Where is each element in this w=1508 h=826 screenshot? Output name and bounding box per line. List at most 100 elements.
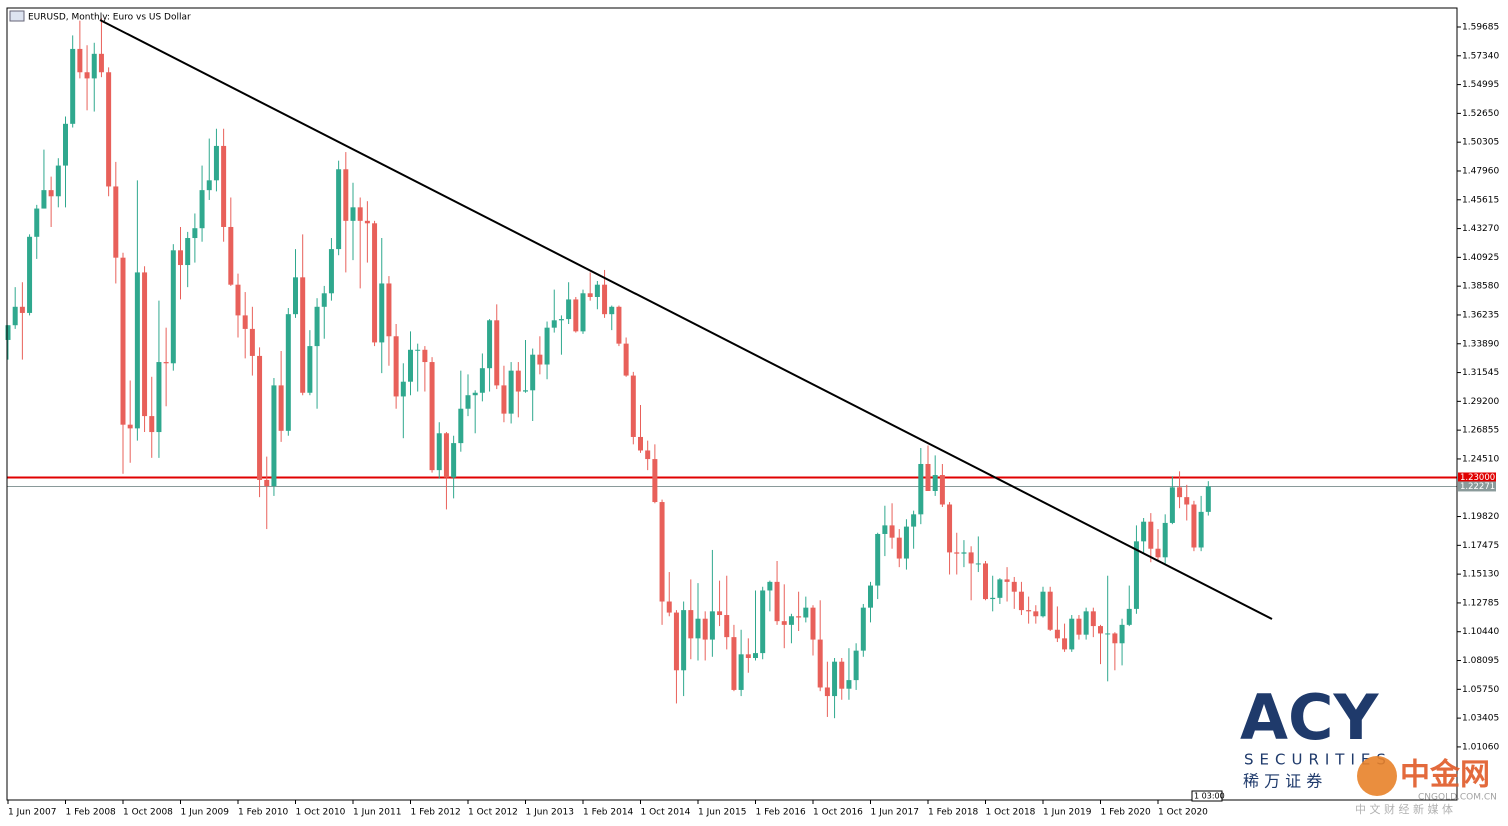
- y-tick-label: 1.52650: [1462, 109, 1499, 119]
- y-tick-label: 1.33890: [1462, 339, 1499, 349]
- candle-body: [249, 328, 255, 356]
- candle-body: [213, 145, 219, 181]
- brand-sub: SECURITIES: [1244, 751, 1392, 769]
- site-icon: [1357, 756, 1397, 796]
- candle-body: [1026, 610, 1032, 612]
- candle-body: [1011, 581, 1017, 592]
- y-tick-label: 1.10440: [1462, 627, 1499, 637]
- candle-body: [98, 53, 104, 73]
- candle-body: [48, 190, 54, 197]
- candle-body: [824, 687, 830, 697]
- candle-body: [853, 650, 859, 681]
- candle-body: [106, 72, 112, 187]
- candle-body: [142, 272, 148, 417]
- candle-body: [393, 336, 399, 397]
- candle-body: [1105, 633, 1111, 635]
- candle-body: [681, 610, 687, 671]
- candle-body: [896, 537, 902, 559]
- y-tick-label: 1.12785: [1462, 598, 1499, 608]
- candle-body: [616, 306, 622, 344]
- bid-line-label: 1.22271: [1460, 482, 1495, 492]
- candle-body: [695, 618, 701, 639]
- candle-body: [91, 53, 97, 79]
- candle-body: [889, 525, 895, 538]
- candle-body: [55, 165, 61, 197]
- candle-body: [328, 249, 334, 294]
- candle-body: [436, 433, 442, 471]
- candle-body: [494, 320, 500, 386]
- y-tick-label: 1.50305: [1462, 138, 1499, 148]
- candle-body: [1198, 511, 1204, 548]
- plot-frame: [6, 7, 1458, 801]
- candle-body: [443, 433, 449, 478]
- candle-body: [609, 306, 615, 315]
- candle-body: [113, 186, 119, 258]
- candle-body: [408, 349, 413, 382]
- candle-body: [458, 408, 464, 444]
- candle-body: [1069, 618, 1075, 650]
- axes: 1.59685 1.57340 1.54995 1.52650 1.50305 1.479…: [7, 22, 1499, 818]
- x-tick-label: 1 Feb 2020: [1101, 808, 1152, 818]
- x-tick-label: 1 Oct 2014: [641, 808, 691, 818]
- candle-body: [745, 654, 751, 659]
- candle-body: [903, 526, 909, 559]
- candle-body: [767, 581, 773, 591]
- candle-body: [386, 283, 392, 337]
- candle-body: [673, 612, 679, 671]
- candle-body: [702, 618, 708, 640]
- candle-body: [479, 368, 485, 393]
- y-tick-label: 1.47960: [1462, 166, 1499, 176]
- candle-body: [70, 48, 76, 124]
- candle-body: [156, 362, 162, 433]
- candle-body: [875, 533, 881, 586]
- x-tick-label: 1 Oct 2012: [468, 808, 518, 818]
- candle-body: [235, 284, 241, 316]
- brand: ACY: [1240, 681, 1379, 754]
- symbol-icon: [9, 10, 25, 22]
- candle-body: [508, 370, 514, 414]
- candle-body: [997, 579, 1003, 598]
- y-tick-label: 1.08095: [1462, 656, 1499, 666]
- candle-body: [990, 597, 996, 600]
- candle-body: [1033, 611, 1039, 617]
- candle-body: [321, 293, 327, 307]
- candle-body: [472, 392, 478, 396]
- x-tick-label: 1 Feb 2014: [583, 808, 634, 818]
- candle-body: [659, 502, 665, 602]
- candle-body: [630, 375, 636, 437]
- bid-line-tag: [1458, 481, 1496, 492]
- candle-body: [717, 611, 723, 616]
- site-url: CNGOLD.COM.CN: [1418, 793, 1497, 803]
- candle-body: [1083, 611, 1089, 635]
- candle-body: [1133, 541, 1139, 609]
- candle-body: [594, 284, 600, 297]
- candle-body: [264, 479, 270, 487]
- candle-body: [523, 390, 528, 392]
- candle-body: [731, 637, 737, 690]
- x-tick-label: 1 Oct 2010: [296, 808, 346, 818]
- candle-body: [1162, 522, 1168, 558]
- candle-body: [796, 616, 802, 618]
- candle-body: [170, 250, 176, 364]
- candle-body: [149, 416, 155, 433]
- candle-body: [228, 226, 234, 285]
- candle-body: [1040, 591, 1046, 617]
- candle-body: [760, 590, 766, 654]
- candle-body: [1112, 633, 1118, 644]
- candle-body: [293, 277, 298, 315]
- candle-body: [573, 299, 579, 332]
- candle-body: [602, 284, 608, 315]
- candle-body: [738, 654, 744, 690]
- level-line-label: 1.23000: [1460, 473, 1495, 483]
- candle-body: [939, 475, 945, 505]
- candle-body: [221, 145, 227, 227]
- candle-body: [832, 661, 838, 697]
- candle-body: [1062, 638, 1068, 650]
- candle-body: [185, 238, 191, 266]
- candle-body: [1004, 579, 1010, 582]
- candle-body: [860, 607, 866, 651]
- x-tick-label: 1 Feb 2010: [238, 808, 289, 818]
- candle-body: [1184, 497, 1190, 505]
- x-tick-label: 1 Oct 2016: [813, 808, 863, 818]
- candle-body: [544, 327, 550, 365]
